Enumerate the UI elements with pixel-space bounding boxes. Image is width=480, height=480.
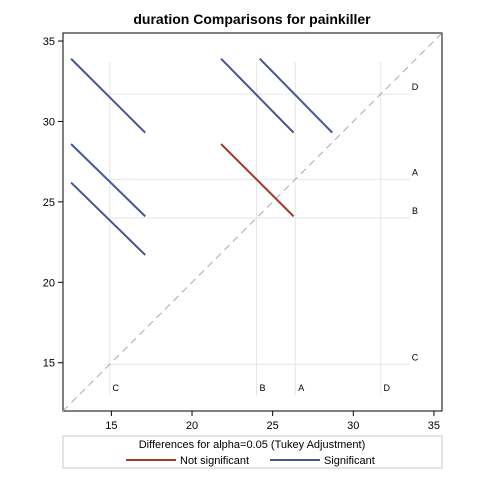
x-tick-label-15: 15 (105, 420, 117, 432)
group-label-bottom-A: A (298, 383, 304, 393)
comparison-segment-1 (70, 58, 146, 134)
legend: Differences for alpha=0.05 (Tukey Adjust… (62, 435, 443, 469)
axes: 15 20 25 30 35 15 20 25 30 35 (43, 36, 440, 432)
x-tick-label-25: 25 (267, 420, 279, 432)
group-label-bottom-C: C (113, 383, 120, 393)
y-tick-label-30: 30 (43, 116, 55, 128)
comparison-segments (70, 58, 334, 256)
diagonal-line (62, 32, 443, 412)
comparison-segment-5 (259, 58, 334, 134)
diagonal-reference-line (62, 32, 443, 412)
legend-frame (62, 435, 443, 469)
group-reference-lines (107, 62, 410, 395)
y-tick-label-20: 20 (43, 277, 55, 289)
group-labels: C C B B A A D D (113, 82, 419, 393)
group-label-right-A: A (412, 167, 418, 177)
comparison-segment-6 (220, 143, 295, 218)
plot-frame (62, 32, 443, 412)
y-tick-label-35: 35 (43, 36, 55, 48)
x-tick-label-20: 20 (186, 420, 198, 432)
legend-label-significant: Significant (324, 455, 375, 467)
group-label-right-D: D (412, 82, 419, 92)
group-label-right-C: C (412, 352, 419, 362)
chart-title: duration Comparisons for painkiller (133, 11, 371, 27)
legend-title: Differences for alpha=0.05 (Tukey Adjust… (139, 439, 366, 451)
comparison-segment-2 (70, 143, 146, 218)
x-tick-label-35: 35 (428, 420, 440, 432)
group-label-bottom-B: B (260, 383, 266, 393)
group-label-right-B: B (412, 206, 418, 216)
legend-label-not-significant: Not significant (180, 455, 249, 467)
comparison-segment-3 (70, 181, 146, 256)
group-label-bottom-D: D (383, 383, 390, 393)
x-tick-label-30: 30 (347, 420, 359, 432)
y-tick-label-15: 15 (43, 358, 55, 370)
comparison-segment-4 (220, 58, 295, 134)
y-tick-label-25: 25 (43, 197, 55, 209)
